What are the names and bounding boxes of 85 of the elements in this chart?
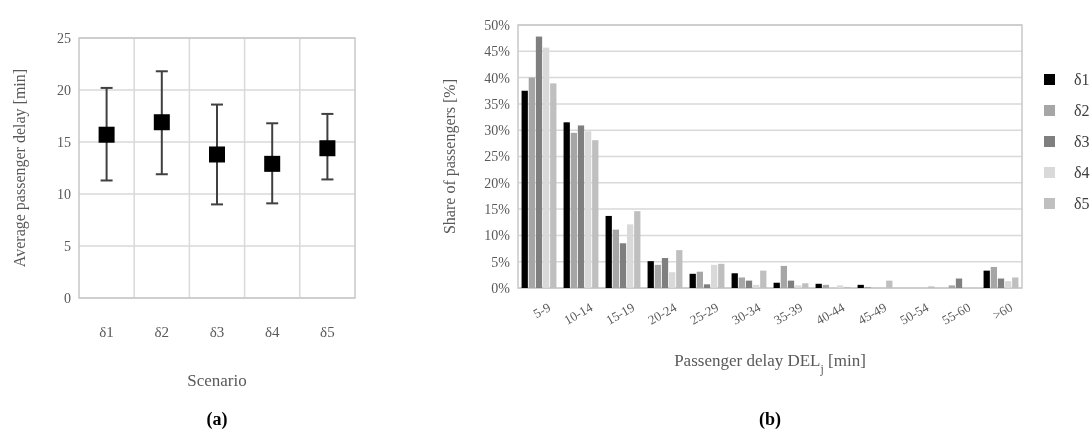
x-tick-label: 5-9 (530, 299, 554, 322)
x-tick-label: >60 (989, 299, 1016, 323)
x-tick-label: 50-54 (897, 299, 932, 328)
x-tick-label: δ2 (154, 323, 170, 340)
bar (948, 285, 955, 288)
point (264, 155, 281, 172)
bar (661, 258, 669, 288)
bar (703, 284, 711, 288)
y-tick-label: 15 (57, 134, 71, 150)
x-tick-label: δ5 (320, 323, 335, 340)
y-tick-label: 50% (484, 17, 511, 33)
y-tick-label: 35% (484, 96, 511, 112)
y-tick-label: 10 (57, 186, 71, 202)
legend-label: δ2 (1074, 101, 1090, 119)
y-tick-label: 0% (491, 280, 511, 296)
bar (837, 285, 844, 288)
bar (780, 265, 787, 288)
x-axis-title: Passenger delay DEL$_{j}$ [min] (674, 351, 866, 376)
legend-label: δ5 (1074, 194, 1090, 212)
y-tick-label: 25% (484, 149, 511, 165)
bar (815, 283, 822, 288)
point (153, 114, 170, 131)
point (98, 126, 115, 143)
point (209, 146, 225, 163)
bar (669, 272, 676, 288)
y-tick-label: 10% (484, 228, 511, 244)
x-tick-label: δ1 (99, 323, 114, 340)
bar (647, 261, 654, 288)
bar (696, 271, 703, 288)
y-tick-label: 5 (64, 238, 71, 254)
bar (612, 229, 619, 288)
legend-label: δ1 (1074, 70, 1090, 88)
bar (577, 125, 585, 288)
legend-label: δ4 (1074, 163, 1090, 181)
bar (738, 277, 745, 288)
bar (731, 273, 738, 288)
x-tick-label: 30-34 (729, 299, 764, 328)
bar (997, 278, 1005, 288)
y-tick-label: 40% (484, 70, 511, 86)
bar (773, 282, 780, 288)
bar (857, 284, 864, 288)
bar (990, 266, 997, 288)
bar (983, 270, 990, 288)
bar (795, 285, 802, 288)
bar (619, 243, 627, 288)
bar (654, 264, 661, 288)
x-axis-title: Scenario (187, 371, 247, 390)
text: (b) (759, 409, 781, 430)
x-tick-label: 25-29 (687, 299, 722, 328)
bar (535, 36, 543, 288)
y-tick-label: 5% (491, 254, 511, 270)
x-tick-label: 45-49 (855, 299, 890, 328)
text: (a) (206, 409, 228, 430)
y-tick-label: 20 (57, 82, 71, 98)
bar (528, 77, 535, 288)
point (319, 140, 336, 157)
y-tick-label: 30% (484, 123, 511, 139)
bar (787, 280, 795, 288)
bar (955, 278, 963, 288)
x-tick-label: δ3 (209, 323, 225, 340)
bar (570, 132, 577, 288)
legend-label: δ3 (1074, 132, 1090, 150)
x-tick-label: 55-60 (939, 299, 974, 328)
y-axis-title: Average passenger delay [min] (11, 68, 29, 268)
x-tick-label: 40-44 (813, 299, 848, 328)
bar (605, 215, 612, 288)
y-tick-label: 20% (484, 175, 511, 191)
bar (822, 284, 829, 288)
bar (745, 280, 753, 288)
bar (521, 90, 528, 288)
y-tick-label: 0 (64, 290, 71, 306)
y-tick-label: 45% (484, 44, 511, 60)
bar (1005, 281, 1012, 288)
y-axis-title: Share of passengers [%] (441, 78, 459, 235)
bar (711, 264, 718, 288)
bar (563, 122, 570, 288)
x-tick-label: 35-39 (771, 299, 806, 328)
x-tick-label: 15-19 (603, 299, 638, 328)
bar (689, 273, 696, 288)
x-tick-label: δ4 (264, 323, 280, 340)
bar (753, 284, 760, 288)
x-tick-label: 10-14 (561, 299, 596, 328)
x-tick-label: 20-24 (645, 299, 680, 328)
y-tick-label: 15% (484, 202, 511, 217)
y-tick-label: 25 (57, 30, 71, 46)
